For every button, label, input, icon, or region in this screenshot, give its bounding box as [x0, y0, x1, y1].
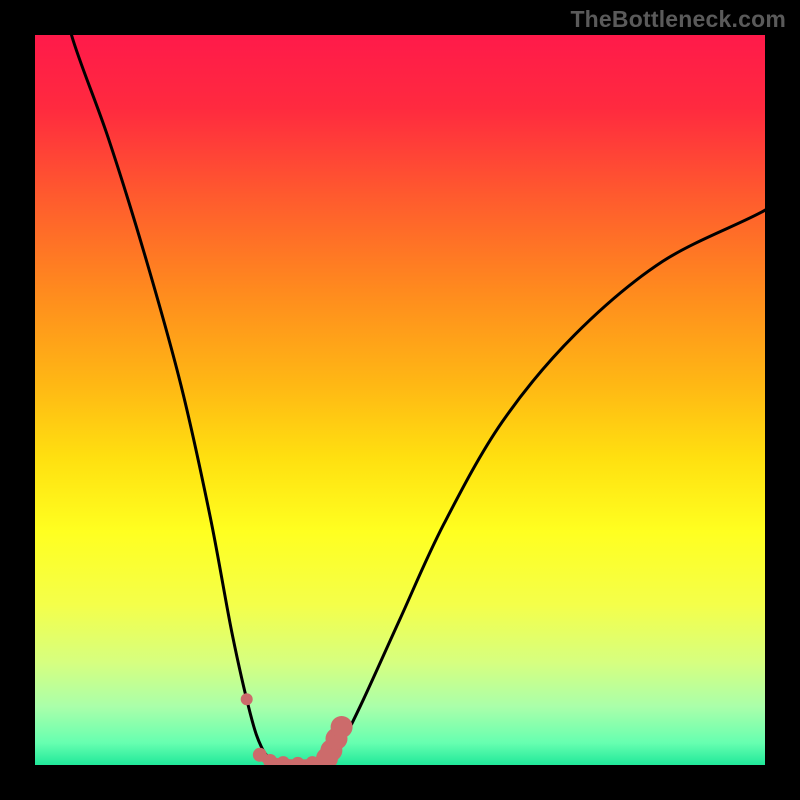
- chart-frame: TheBottleneck.com: [0, 0, 800, 800]
- bottleneck-curve-chart: [0, 0, 800, 800]
- curve-marker: [241, 693, 253, 705]
- curve-marker: [331, 716, 353, 738]
- watermark-text: TheBottleneck.com: [570, 6, 786, 33]
- background-layer: [35, 35, 765, 765]
